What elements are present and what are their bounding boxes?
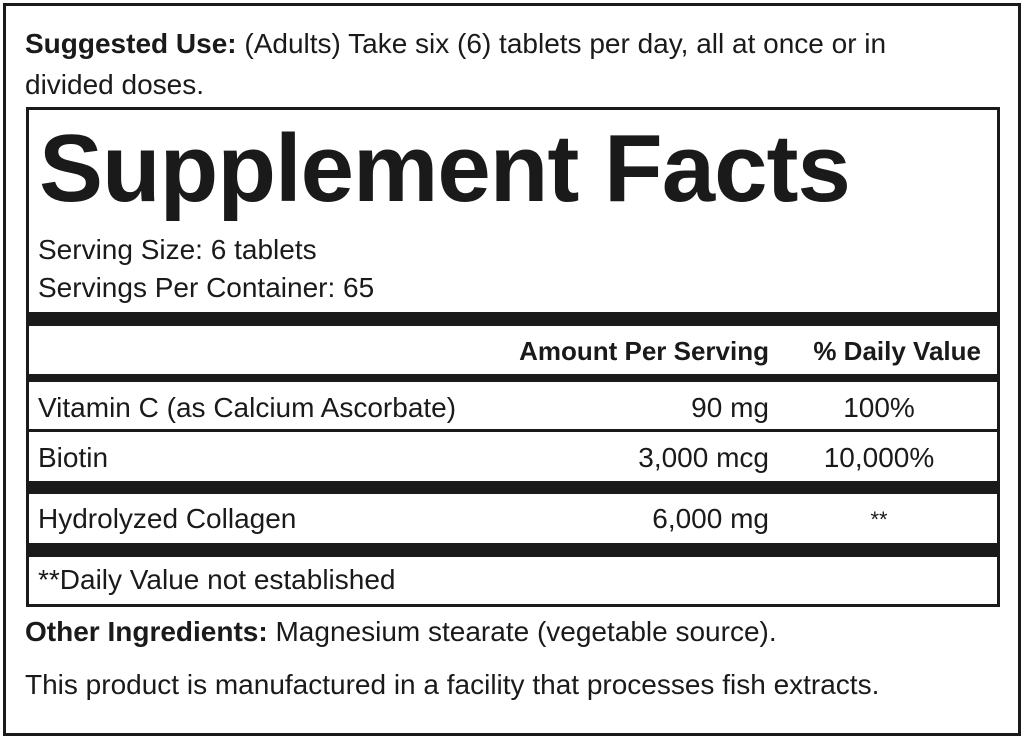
row-dv: ** bbox=[870, 507, 888, 532]
divider-medium bbox=[29, 374, 997, 382]
suggested-use: Suggested Use: (Adults) Take six (6) tab… bbox=[25, 28, 886, 60]
row-name: Biotin bbox=[38, 442, 109, 473]
facility-note: This product is manufactured in a facili… bbox=[25, 669, 880, 700]
row-amount: 90 mg bbox=[691, 392, 769, 423]
label-border bbox=[3, 3, 1021, 736]
header-daily-value: % Daily Value bbox=[813, 336, 981, 366]
suggested-use-line2: divided doses. bbox=[25, 69, 205, 100]
row-name: Vitamin C (as Calcium Ascorbate) bbox=[38, 392, 457, 423]
suggested-use-text: (Adults) Take six (6) tablets per day, a… bbox=[236, 28, 887, 59]
other-ingredients: Other Ingredients: Magnesium stearate (v… bbox=[25, 616, 777, 648]
row-dv: 10,000% bbox=[823, 442, 935, 473]
divider-thick bbox=[29, 543, 997, 557]
other-ingredients-label: Other Ingredients: bbox=[25, 616, 268, 647]
other-ingredients-text: Magnesium stearate (vegetable source). bbox=[267, 616, 777, 647]
row-amount: 3,000 mcg bbox=[638, 442, 769, 473]
divider-thick bbox=[29, 312, 997, 326]
divider-thick bbox=[29, 481, 997, 494]
header-amount: Amount Per Serving bbox=[519, 336, 769, 366]
suggested-use-label: Suggested Use: bbox=[25, 28, 237, 59]
row-amount: 6,000 mg bbox=[652, 503, 769, 534]
supplement-facts-panel: Supplement Facts Serving Size: 6 tablets… bbox=[26, 107, 1000, 607]
footnote: **Daily Value not established bbox=[38, 564, 396, 595]
row-dv: 100% bbox=[843, 392, 915, 423]
servings-per-container: Servings Per Container: 65 bbox=[38, 272, 375, 303]
serving-size: Serving Size: 6 tablets bbox=[38, 234, 317, 265]
row-name: Hydrolyzed Collagen bbox=[38, 503, 297, 534]
panel-title: Supplement Facts bbox=[39, 115, 851, 222]
divider-thin bbox=[29, 429, 997, 432]
